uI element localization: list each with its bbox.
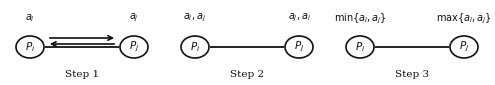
- Text: $a_j, a_i$: $a_j, a_i$: [288, 12, 310, 24]
- Text: $a_i$: $a_i$: [25, 12, 35, 24]
- Text: $P_j$: $P_j$: [294, 40, 304, 54]
- Text: $P_j$: $P_j$: [459, 40, 469, 54]
- Text: $\max\{a_i, a_j\}$: $\max\{a_i, a_j\}$: [436, 12, 492, 26]
- Text: $a_i, a_j$: $a_i, a_j$: [184, 12, 206, 24]
- Text: Step 1: Step 1: [65, 70, 99, 79]
- Ellipse shape: [346, 36, 374, 58]
- Ellipse shape: [16, 36, 44, 58]
- Text: $P_j$: $P_j$: [129, 40, 139, 54]
- Ellipse shape: [285, 36, 313, 58]
- Text: $a_j$: $a_j$: [129, 12, 139, 24]
- Ellipse shape: [120, 36, 148, 58]
- Text: Step 2: Step 2: [230, 70, 264, 79]
- Ellipse shape: [450, 36, 478, 58]
- Text: Step 3: Step 3: [395, 70, 429, 79]
- Text: $\min\{a_i, a_j\}$: $\min\{a_i, a_j\}$: [334, 12, 387, 26]
- Text: $P_i$: $P_i$: [25, 40, 35, 54]
- Text: $P_i$: $P_i$: [190, 40, 200, 54]
- Text: $P_i$: $P_i$: [355, 40, 365, 54]
- Ellipse shape: [181, 36, 209, 58]
